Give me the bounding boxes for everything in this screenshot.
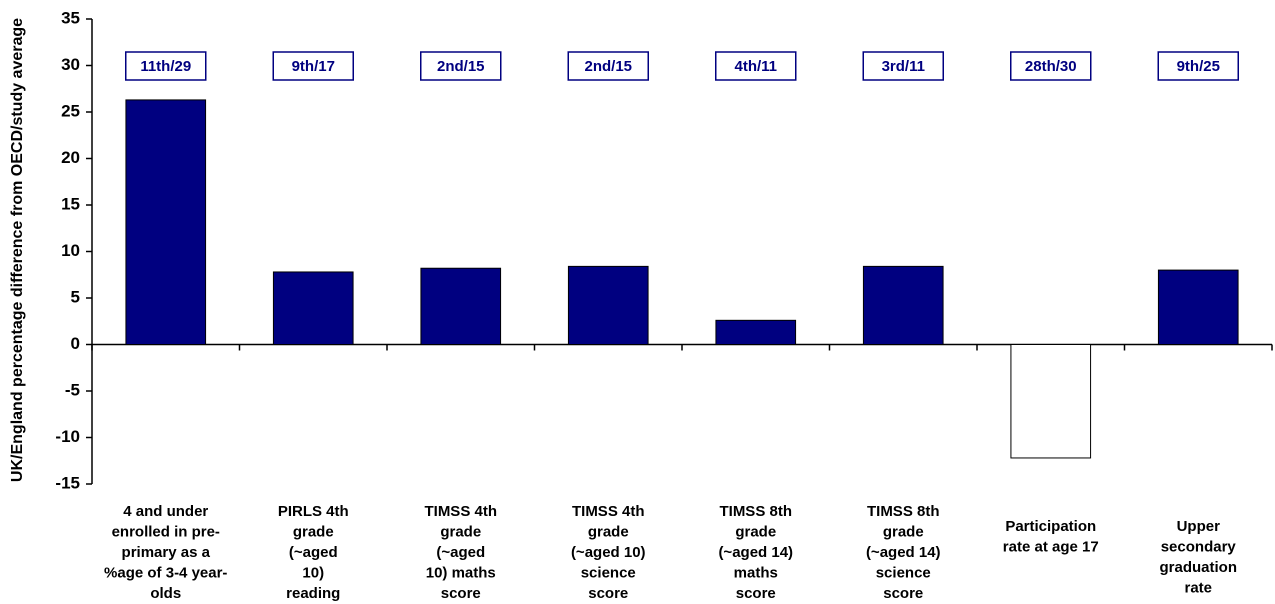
x-tick-label: score — [736, 585, 776, 602]
rank-label: 9th/17 — [292, 58, 335, 75]
x-tick-label: TIMSS 4th — [424, 503, 497, 520]
rank-label: 2nd/15 — [584, 58, 632, 75]
rank-label: 9th/25 — [1177, 58, 1220, 75]
x-tick-label: grade — [735, 523, 776, 540]
x-tick-label: score — [588, 585, 628, 602]
rank-box — [1157, 51, 1239, 81]
rank-box — [125, 51, 207, 81]
x-tick-label: primary as a — [122, 544, 211, 561]
x-tick-label: grade — [440, 523, 481, 540]
x-tick-label: Upper — [1177, 518, 1221, 535]
rank-label: 3rd/11 — [882, 58, 925, 75]
x-tick-label: reading — [286, 585, 340, 602]
bar — [1010, 344, 1092, 459]
y-tick-label: 25 — [61, 101, 80, 120]
x-tick-label: (~aged — [289, 544, 338, 561]
x-tick-label: maths — [734, 564, 778, 581]
bar — [125, 99, 207, 345]
y-tick-label: -5 — [65, 380, 80, 399]
rank-box — [272, 51, 354, 81]
y-tick-label: 30 — [61, 55, 80, 74]
y-tick-label: -10 — [55, 427, 80, 446]
x-tick-label: TIMSS 8th — [719, 503, 792, 520]
x-tick-label: 4 and under — [123, 503, 208, 520]
rank-box — [715, 51, 797, 81]
x-tick-label: 10) maths — [426, 564, 496, 581]
x-tick-label: science — [876, 564, 931, 581]
bar — [567, 265, 649, 346]
x-tick-label: (~aged 14) — [718, 544, 793, 561]
x-tick-label: grade — [588, 523, 629, 540]
bar — [715, 319, 797, 346]
y-tick-label: -15 — [55, 473, 80, 492]
rank-label: 28th/30 — [1025, 58, 1077, 75]
x-tick-label: (~aged 14) — [866, 544, 941, 561]
x-tick-label: rate — [1184, 579, 1212, 596]
x-tick-label: score — [883, 585, 923, 602]
bar — [862, 265, 944, 346]
x-tick-label: grade — [293, 523, 334, 540]
x-tick-label: secondary — [1161, 538, 1237, 555]
x-tick-label: Participation — [1005, 518, 1096, 535]
x-tick-label: (~aged 10) — [571, 544, 646, 561]
bar — [272, 271, 354, 345]
rank-label: 2nd/15 — [437, 58, 485, 75]
y-tick-label: 0 — [71, 334, 80, 353]
x-tick-label: TIMSS 8th — [867, 503, 940, 520]
x-tick-label: 10) — [302, 564, 324, 581]
y-tick-label: 15 — [61, 194, 80, 213]
rank-box — [567, 51, 649, 81]
x-tick-label: %age of 3-4 year- — [104, 564, 227, 581]
rank-box — [862, 51, 944, 81]
y-tick-label: 20 — [61, 148, 80, 167]
x-tick-label: graduation — [1160, 559, 1238, 576]
y-axis-label: UK/England percentage difference from OE… — [9, 18, 26, 482]
rank-box — [420, 51, 502, 81]
x-tick-label: olds — [150, 585, 181, 602]
y-tick-label: 35 — [61, 8, 80, 27]
bar — [1157, 269, 1239, 346]
x-tick-label: rate at age 17 — [1003, 538, 1099, 555]
rank-label: 11th/29 — [140, 58, 191, 75]
rank-label: 4th/11 — [734, 58, 777, 75]
x-tick-label: (~aged — [436, 544, 485, 561]
y-tick-label: 10 — [61, 241, 80, 260]
x-tick-label: score — [441, 585, 481, 602]
x-tick-label: science — [581, 564, 636, 581]
x-tick-label: TIMSS 4th — [572, 503, 645, 520]
x-tick-label: PIRLS 4th — [278, 503, 349, 520]
x-tick-label: grade — [883, 523, 924, 540]
y-tick-label: 5 — [71, 287, 80, 306]
rank-box — [1010, 51, 1092, 81]
bar — [420, 267, 502, 345]
x-tick-label: enrolled in pre- — [112, 523, 220, 540]
